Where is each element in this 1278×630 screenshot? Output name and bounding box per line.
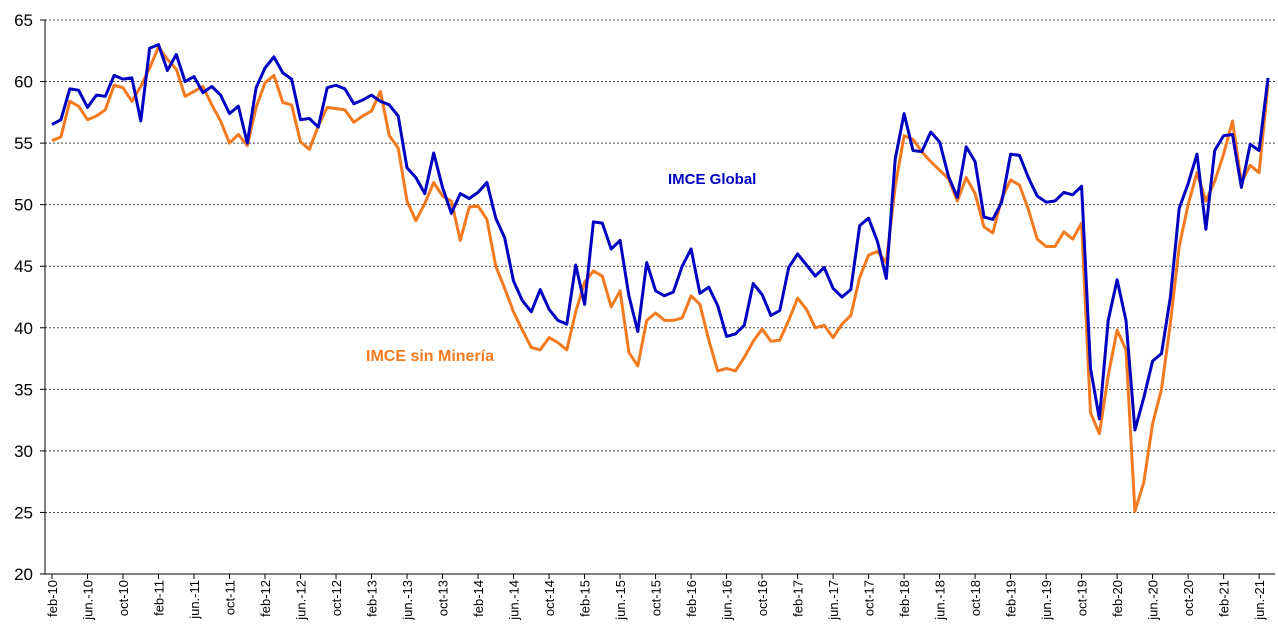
x-tick-label: feb-13 — [365, 580, 380, 617]
x-tick-label: oct-11 — [223, 580, 238, 615]
x-tick-label: feb-14 — [471, 580, 486, 617]
series-line — [51, 43, 1270, 432]
series-label: IMCE Global — [668, 171, 756, 188]
y-tick-label: 55 — [14, 134, 33, 153]
x-tick-label: jun.-21 — [1252, 580, 1267, 621]
x-tick-label: feb-17 — [791, 580, 806, 617]
y-tick-label: 50 — [14, 196, 33, 215]
y-tick-label: 60 — [14, 73, 33, 92]
x-tick-label: oct-14 — [542, 580, 557, 616]
x-tick-label: jun.-11 — [187, 580, 202, 620]
x-tick-label: jun.-17 — [826, 580, 841, 621]
x-tick-label: oct-16 — [755, 580, 770, 616]
x-tick-label: feb-10 — [45, 580, 60, 617]
x-tick-label: feb-15 — [578, 580, 593, 617]
x-tick-label: feb-16 — [684, 580, 699, 617]
x-tick-label: oct-12 — [329, 580, 344, 616]
x-tick-label: jun.-16 — [720, 580, 735, 621]
y-tick-label: 30 — [14, 442, 33, 461]
x-tick-label: jun.-20 — [1146, 580, 1161, 621]
x-tick-label: jun.-14 — [507, 580, 522, 621]
x-tick-label: oct-10 — [116, 580, 131, 616]
x-tick-label: feb-19 — [1004, 580, 1019, 617]
x-tick-label: jun.-18 — [933, 580, 948, 621]
x-tick-label: oct-15 — [649, 580, 664, 616]
x-tick-label: jun.-10 — [81, 580, 96, 621]
x-tick-label: jun.-15 — [613, 580, 628, 621]
x-tick-label: feb-20 — [1110, 580, 1125, 617]
y-tick-label: 20 — [14, 565, 33, 584]
y-tick-label: 45 — [14, 257, 33, 276]
x-tick-label: feb-11 — [152, 580, 167, 616]
series-label: IMCE sin Minería — [366, 348, 494, 365]
x-tick-label: jun.-12 — [294, 580, 309, 621]
x-tick-label: oct-13 — [436, 580, 451, 616]
x-tick-label: oct-19 — [1075, 580, 1090, 616]
x-tick-label: jun.-13 — [400, 580, 415, 621]
x-tick-label: feb-18 — [897, 580, 912, 617]
x-tick-label: oct-17 — [862, 580, 877, 616]
y-tick-label: 25 — [14, 503, 33, 522]
series-line — [51, 45, 1270, 513]
y-tick-label: 40 — [14, 319, 33, 338]
x-tick-label: oct-18 — [968, 580, 983, 616]
x-tick-label: feb-12 — [258, 580, 273, 617]
y-tick-label: 65 — [14, 11, 33, 30]
y-tick-label: 35 — [14, 380, 33, 399]
x-tick-label: jun.-19 — [1039, 580, 1054, 621]
x-tick-label: feb-21 — [1217, 580, 1232, 617]
x-tick-label: oct-20 — [1181, 580, 1196, 616]
